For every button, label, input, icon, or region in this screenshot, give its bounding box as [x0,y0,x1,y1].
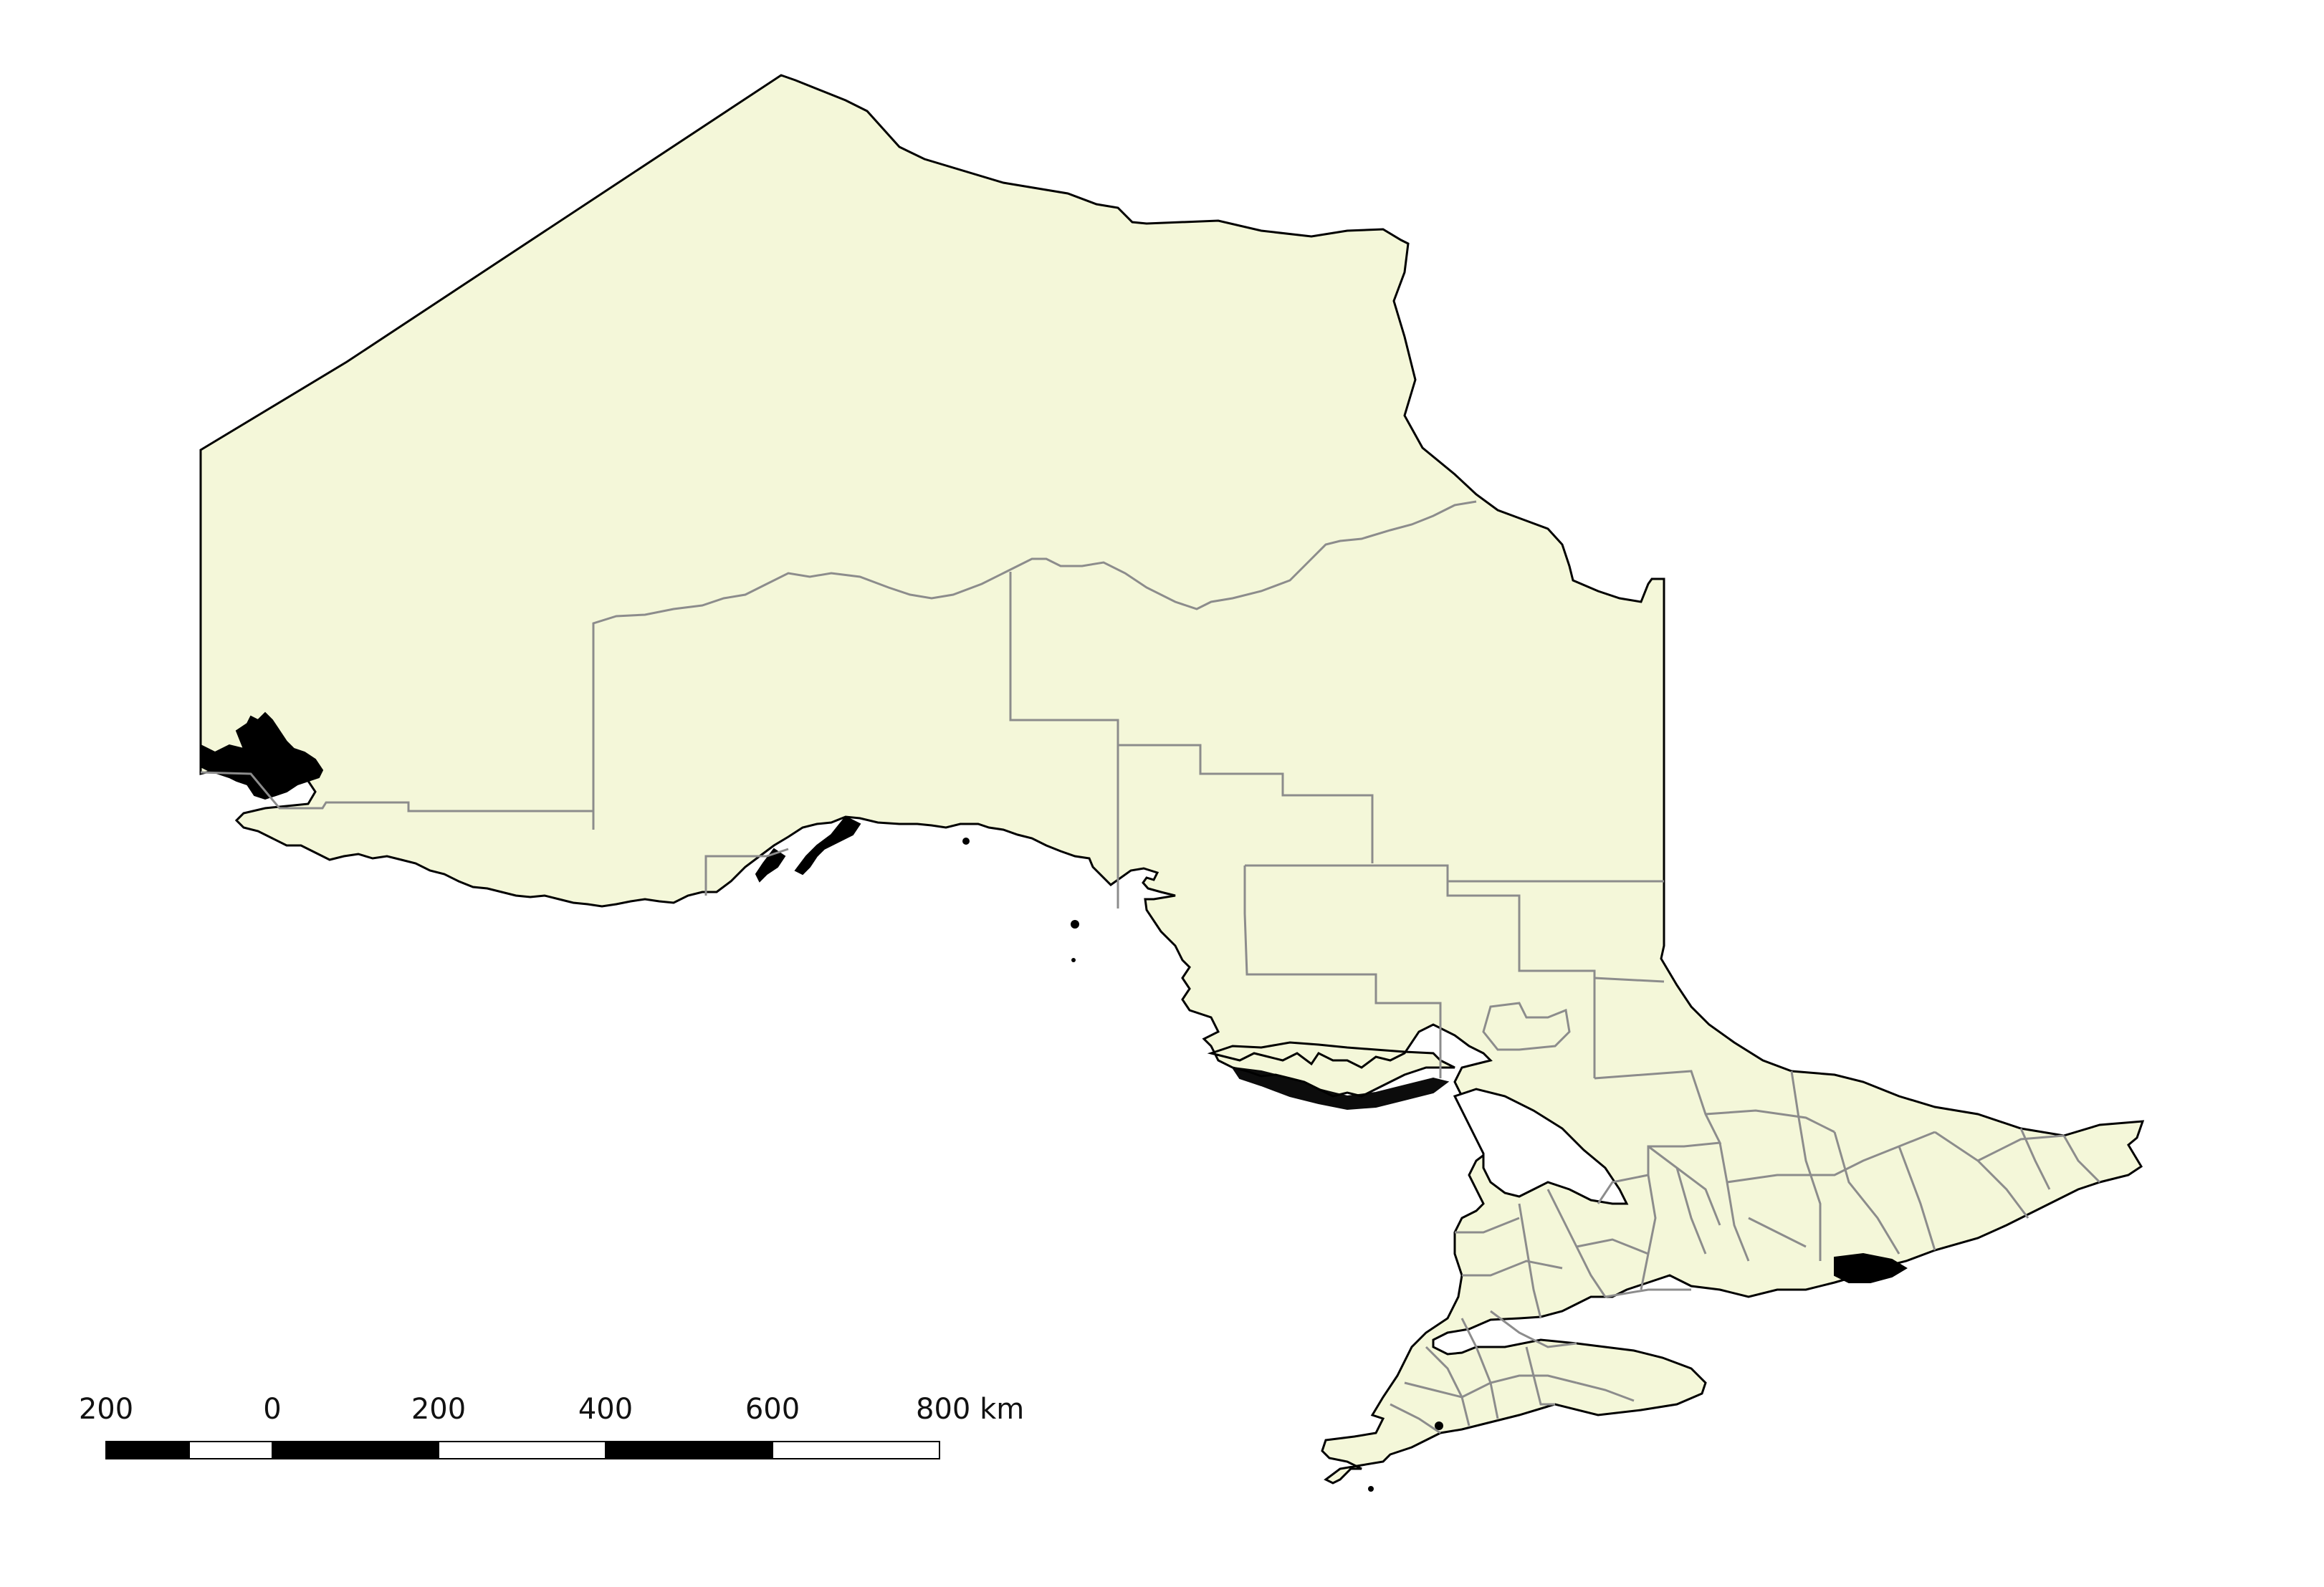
scale-bar-segment [272,1441,439,1459]
scale-label-400: 400 [578,1393,633,1426]
georgian-bay [1453,1088,1629,1205]
scale-label-200-left: 200 [78,1393,134,1426]
province-landmass [199,74,2145,1485]
scale-bar-segment [105,1441,190,1459]
scale-label-800-km: 800 km [916,1393,1025,1426]
coastline-islands-stlawrence [1834,1252,1908,1283]
coastline-islands-huron [1230,1066,1450,1111]
lake-of-the-woods [200,711,324,800]
scale-bar-segment [438,1441,606,1459]
scale-label-600: 600 [745,1393,800,1426]
scale-bar-segment [772,1441,940,1459]
scale-label-0: 0 [263,1393,282,1426]
coastline-islands-superior [755,815,861,883]
scale-bar-segment [605,1441,773,1459]
scale-label-200: 200 [411,1393,467,1426]
scale-bar-segment [188,1441,273,1459]
district-borders [200,500,2101,1434]
scale-bar [105,1441,940,1459]
